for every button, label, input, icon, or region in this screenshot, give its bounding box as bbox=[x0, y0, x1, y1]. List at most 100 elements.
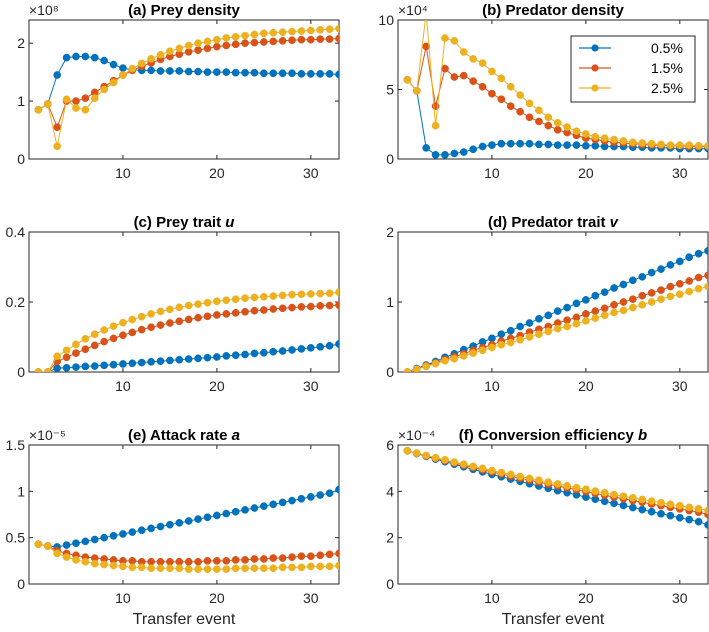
panel-title-text: Attack rate bbox=[150, 427, 232, 444]
data-point bbox=[53, 549, 62, 558]
data-point bbox=[119, 318, 127, 327]
data-point bbox=[441, 150, 449, 159]
data-point bbox=[412, 449, 421, 457]
data-point bbox=[694, 517, 703, 526]
data-point bbox=[194, 557, 202, 566]
series-group bbox=[34, 24, 339, 151]
data-point bbox=[459, 48, 468, 56]
data-point bbox=[119, 530, 127, 538]
data-point bbox=[685, 515, 694, 524]
data-point bbox=[288, 553, 296, 561]
data-point bbox=[316, 302, 325, 310]
data-point bbox=[675, 279, 684, 288]
panel-title-text: Conversion efficiency bbox=[478, 427, 638, 444]
data-point bbox=[278, 291, 287, 300]
data-point bbox=[325, 489, 334, 498]
data-point bbox=[535, 476, 543, 485]
data-point bbox=[306, 302, 315, 311]
data-point bbox=[156, 357, 165, 365]
data-point bbox=[260, 69, 268, 78]
panel-title: (e) Attack rate a bbox=[128, 427, 240, 444]
panel-f: 10 20 30 0 2 4 6×10⁻⁴ (f) Conversion efficiency… bbox=[386, 427, 709, 628]
data-point bbox=[156, 564, 165, 573]
data-point bbox=[128, 556, 137, 565]
data-point bbox=[704, 521, 708, 529]
data-point bbox=[53, 364, 62, 372]
data-point bbox=[90, 94, 99, 103]
data-point bbox=[506, 470, 515, 479]
data-point bbox=[488, 67, 496, 76]
data-point bbox=[629, 303, 637, 312]
data-point bbox=[441, 455, 449, 464]
data-point bbox=[704, 141, 708, 150]
data-point bbox=[288, 69, 296, 78]
data-point bbox=[638, 272, 647, 281]
data-point bbox=[109, 561, 118, 570]
data-point bbox=[553, 119, 562, 127]
data-point bbox=[175, 564, 184, 573]
data-point bbox=[553, 324, 562, 333]
data-point bbox=[459, 71, 468, 80]
data-point bbox=[685, 503, 694, 512]
panel-d: 10 20 30 0 1 2 (d) Predator trait v bbox=[386, 214, 709, 394]
legend-marker-1 bbox=[591, 64, 599, 72]
data-point bbox=[610, 135, 618, 144]
data-point bbox=[109, 78, 118, 87]
series-group bbox=[34, 288, 339, 372]
data-point bbox=[62, 353, 71, 362]
data-point bbox=[685, 287, 694, 296]
data-point bbox=[591, 291, 600, 300]
data-point bbox=[175, 303, 184, 312]
data-point bbox=[553, 480, 562, 488]
legend-marker-0 bbox=[591, 44, 599, 52]
data-point bbox=[403, 75, 412, 84]
data-point bbox=[288, 290, 296, 299]
data-point bbox=[278, 498, 287, 507]
data-point bbox=[657, 265, 665, 273]
data-point bbox=[72, 349, 80, 357]
data-point bbox=[563, 303, 571, 312]
data-point bbox=[553, 141, 562, 149]
data-point bbox=[638, 505, 647, 514]
x-tick-label: 30 bbox=[303, 590, 319, 606]
data-point bbox=[647, 298, 656, 306]
data-point bbox=[81, 557, 90, 566]
data-point bbox=[306, 552, 315, 561]
data-point bbox=[81, 52, 90, 61]
data-point bbox=[241, 350, 249, 359]
data-point bbox=[316, 551, 325, 560]
data-point bbox=[478, 464, 487, 473]
data-point bbox=[610, 490, 618, 499]
data-point bbox=[535, 314, 543, 323]
data-point bbox=[213, 297, 221, 306]
data-point bbox=[109, 531, 118, 540]
data-point bbox=[288, 36, 296, 45]
data-point bbox=[137, 358, 146, 367]
data-point bbox=[184, 48, 193, 56]
data-point bbox=[278, 563, 287, 572]
data-point bbox=[269, 554, 278, 562]
data-point bbox=[582, 141, 590, 150]
panel-label: (e) bbox=[128, 427, 150, 444]
data-point bbox=[619, 306, 628, 315]
data-point bbox=[278, 304, 287, 313]
y-tick-label: 2 bbox=[386, 530, 394, 546]
data-point bbox=[288, 346, 296, 354]
data-point bbox=[497, 74, 506, 83]
data-point bbox=[412, 365, 421, 372]
data-point bbox=[250, 293, 259, 302]
data-point bbox=[600, 304, 609, 313]
axes-box bbox=[28, 19, 340, 160]
data-point bbox=[203, 37, 212, 46]
data-point bbox=[175, 355, 184, 364]
panel-label: (d) bbox=[488, 214, 511, 231]
data-point bbox=[100, 56, 109, 65]
data-point bbox=[422, 362, 431, 371]
x-tick-label: 20 bbox=[578, 165, 594, 181]
data-point bbox=[441, 34, 449, 42]
panel-a: 10 20 30 0 1 2 ×10⁸ (a) Prey density bbox=[17, 2, 340, 181]
y-tick-label: 4 bbox=[386, 483, 394, 499]
data-point bbox=[335, 340, 339, 348]
data-point bbox=[675, 290, 684, 299]
data-point bbox=[213, 35, 221, 44]
